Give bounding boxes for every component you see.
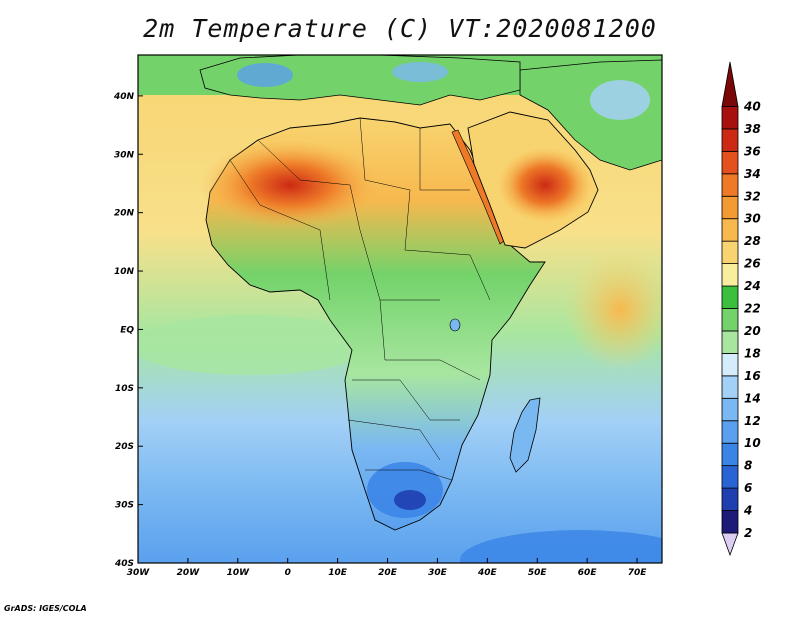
colorbar-level-label: 28: [744, 234, 761, 248]
lon-tick-label: 20W: [177, 568, 201, 578]
colorbar-swatch: [721, 128, 739, 152]
lon-tick-label: 50E: [528, 568, 548, 578]
lat-tick-label: EQ: [120, 325, 134, 335]
colorbar-swatch: [721, 285, 739, 309]
colorbar-level-label: 26: [744, 257, 761, 271]
colorbar-swatch: [721, 487, 739, 511]
colorbar-level-label: 24: [744, 279, 761, 293]
colorbar-level-label: 22: [744, 302, 761, 316]
colorbar-swatch: [721, 218, 739, 242]
lat-tick-label: 30S: [115, 501, 134, 511]
colorbar-swatch: [721, 420, 739, 444]
colorbar-swatch: [721, 442, 739, 467]
colorbar-swatch: [721, 465, 739, 489]
colorbar-swatch: [721, 106, 739, 130]
colorbar-swatch: [721, 263, 739, 287]
lat-tick-label: 30N: [114, 150, 135, 160]
lat-tick-label: 10S: [115, 384, 134, 394]
colorbar-level-label: 10: [744, 436, 761, 450]
balkans-cool-zone: [392, 62, 448, 82]
map-field: [138, 55, 662, 563]
colorbar-level-label: 14: [744, 391, 761, 405]
colorbar-level-label: 34: [744, 167, 761, 181]
longitude-axis: 30W 20W 10W 0 10E 20E 30E 40E 50E 60E 70E: [127, 558, 647, 578]
colorbar-level-label: 16: [744, 369, 761, 383]
lon-tick-label: 40E: [477, 568, 498, 578]
lesotho-coldest-spot: [394, 490, 426, 510]
colorbar-swatch: [721, 240, 739, 264]
lake-victoria: [449, 318, 461, 332]
lat-tick-label: 20N: [114, 209, 135, 219]
country-borders: [229, 117, 491, 481]
lon-tick-label: 30W: [127, 568, 151, 578]
lon-tick-label: 10E: [328, 568, 348, 578]
colorbar-level-label: 2: [744, 526, 752, 540]
colorbar-level-label: 36: [744, 144, 761, 158]
colorbar-swatch: [721, 308, 739, 332]
colorbar-swatch: [721, 510, 739, 534]
iberia-cool-zone: [237, 63, 293, 87]
colorbar-level-label: 12: [744, 414, 761, 428]
colorbar-level-label: 8: [744, 459, 752, 473]
colorbar-swatch: [721, 330, 739, 354]
colorbar-swatch: [721, 375, 739, 399]
lon-tick-label: 70E: [628, 568, 648, 578]
colorbar-level-label: 38: [744, 122, 761, 136]
latitude-axis: 40N 30N 20N 10N EQ 10S 20S 30S 40S: [113, 92, 143, 569]
southern-ocean-cold: [460, 530, 662, 563]
colorbar-over-triangle: [721, 61, 739, 107]
iran-cool-zone: [590, 80, 650, 120]
colorbar-swatch: [721, 173, 739, 197]
colorbar-under-triangle: [721, 532, 739, 557]
colorbar-level-label: 18: [744, 346, 761, 360]
colorbar-level-label: 30: [744, 212, 761, 226]
lon-tick-label: 30E: [428, 568, 448, 578]
colorbar-level-label: 6: [744, 481, 752, 495]
lat-tick-label: 10N: [114, 267, 135, 277]
south-africa-cold-region: [367, 462, 443, 518]
colorbar-swatch: [721, 150, 739, 175]
colorbar-level-label: 20: [744, 324, 761, 338]
grads-credit: GrADS: IGES/COLA: [4, 604, 87, 613]
lat-tick-label: 40S: [114, 559, 134, 569]
lon-tick-label: 60E: [578, 568, 598, 578]
indian-ocean-warm: [565, 250, 662, 370]
map-title: 2m Temperature (C) VT:2020081200: [143, 14, 657, 43]
colorbar-level-label: 40: [743, 99, 761, 113]
lat-tick-label: 20S: [115, 442, 134, 452]
madagascar: [509, 397, 541, 473]
colorbar-swatch: [721, 195, 739, 220]
colorbar-swatch: [721, 352, 739, 377]
arabia-hot-region: [497, 147, 593, 223]
colorbar-swatch: [721, 397, 739, 422]
lat-tick-label: 40N: [113, 92, 135, 102]
lon-tick-label: 10W: [227, 568, 251, 578]
atlantic-cool-tongue: [138, 315, 370, 375]
lon-tick-label: 20E: [378, 568, 398, 578]
plot-frame: [137, 54, 663, 564]
colorbar-level-label: 32: [744, 189, 761, 203]
colorbar-level-label: 4: [743, 504, 752, 518]
lon-tick-label: 0: [285, 568, 291, 578]
sahara-hot-region: [200, 140, 380, 230]
